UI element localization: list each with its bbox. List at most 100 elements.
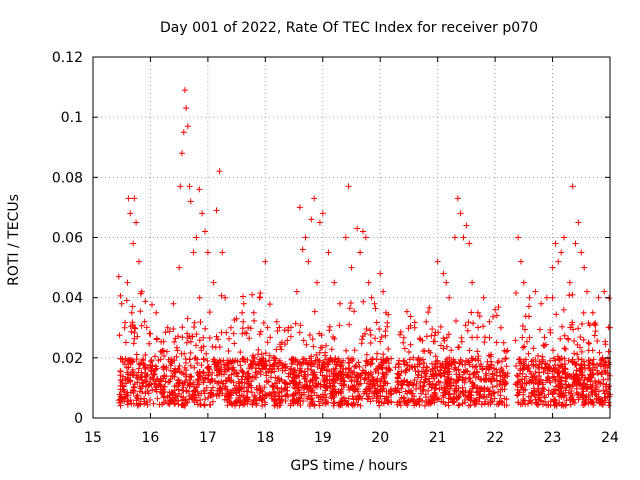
data-point	[337, 300, 343, 307]
data-point	[480, 294, 487, 301]
dense-point	[380, 351, 387, 358]
dense-point	[165, 379, 172, 386]
data-point	[331, 279, 338, 286]
dense-point	[487, 399, 494, 406]
dense-point	[193, 331, 200, 338]
dense-point	[188, 373, 195, 380]
dense-point	[201, 402, 208, 409]
dense-point	[198, 390, 205, 397]
dense-point	[154, 395, 161, 402]
dense-point	[532, 357, 539, 363]
dense-point	[218, 292, 225, 299]
dense-point	[497, 392, 504, 399]
dense-point	[316, 349, 323, 356]
data-point	[138, 288, 145, 295]
data-point	[179, 150, 185, 157]
dense-point	[287, 402, 294, 409]
dense-point	[591, 332, 598, 339]
dense-point	[323, 385, 330, 392]
dense-point	[278, 397, 285, 404]
dense-point	[251, 354, 257, 361]
dense-point	[311, 371, 318, 378]
dense-point	[438, 342, 444, 349]
data-point	[581, 264, 588, 271]
dense-point	[361, 376, 368, 383]
dense-point	[206, 335, 213, 341]
dense-point	[143, 324, 150, 331]
dense-point	[598, 401, 605, 408]
dense-point	[543, 377, 549, 384]
data-point	[520, 279, 527, 286]
data-point	[357, 249, 364, 256]
dense-point	[225, 359, 232, 366]
dense-point	[499, 358, 505, 365]
dense-point	[215, 379, 222, 386]
dense-point	[257, 328, 264, 335]
dense-point	[171, 387, 178, 394]
dense-point	[559, 401, 566, 408]
dense-point	[155, 357, 162, 364]
data-point	[383, 309, 389, 316]
dense-point	[373, 387, 380, 394]
dense-point	[363, 390, 370, 397]
dense-point	[580, 309, 587, 316]
dense-point	[236, 380, 243, 387]
dense-point	[240, 369, 247, 376]
dense-point	[161, 352, 167, 359]
data-point	[296, 204, 303, 211]
dense-point	[564, 371, 571, 378]
dense-point	[135, 365, 142, 372]
dense-point	[256, 390, 263, 397]
dense-point	[162, 398, 169, 404]
dense-point	[169, 373, 176, 380]
dense-point	[552, 357, 559, 364]
dense-point	[316, 362, 323, 368]
dense-point	[355, 359, 362, 366]
dense-point	[203, 384, 210, 391]
dense-point	[378, 399, 385, 406]
dense-point	[515, 399, 522, 406]
dense-point	[416, 395, 423, 402]
data-point	[552, 240, 559, 247]
dense-point	[137, 385, 144, 392]
dense-point	[475, 353, 482, 360]
data-point	[130, 240, 137, 247]
dense-point	[571, 338, 578, 344]
dense-point	[149, 387, 156, 394]
dense-point	[205, 365, 212, 372]
data-point	[196, 186, 203, 193]
dense-point	[321, 381, 328, 388]
dense-point	[326, 368, 333, 375]
dense-point	[127, 378, 134, 385]
x-tick-label: 18	[256, 430, 274, 446]
data-point	[118, 300, 125, 307]
dense-point	[437, 367, 444, 374]
dense-point	[191, 324, 197, 330]
dense-point	[147, 397, 153, 403]
dense-point	[262, 365, 269, 372]
dense-point	[440, 335, 447, 342]
dense-point	[458, 334, 465, 341]
dense-point	[264, 339, 271, 346]
dense-point	[274, 375, 281, 382]
dense-point	[247, 382, 254, 389]
dense-point	[117, 292, 124, 299]
dense-point	[372, 335, 379, 342]
dense-point	[575, 325, 582, 332]
dense-point	[316, 330, 323, 337]
dense-point	[130, 388, 137, 395]
dense-point	[238, 385, 245, 392]
dense-point	[146, 381, 153, 388]
dense-point	[226, 335, 233, 342]
dense-point	[595, 378, 602, 385]
dense-point	[134, 379, 141, 386]
dense-point	[425, 309, 432, 316]
dense-point	[202, 396, 209, 403]
dense-point	[529, 374, 536, 381]
dense-point	[523, 363, 530, 370]
data-point	[202, 228, 208, 235]
dense-point	[445, 374, 451, 381]
data-point	[578, 249, 585, 256]
dense-point	[279, 393, 285, 400]
dense-point	[197, 319, 204, 325]
